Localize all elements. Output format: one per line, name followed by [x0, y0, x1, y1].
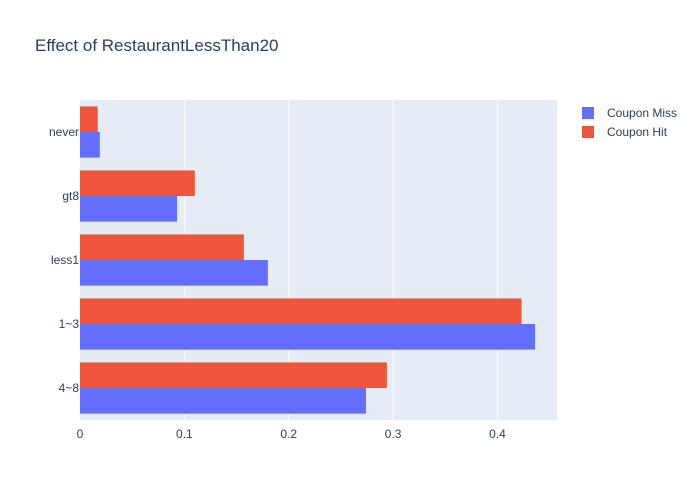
- bar-coupon-hit-4~8: [80, 362, 387, 388]
- bar-coupon-miss-never: [80, 132, 100, 158]
- x-tick-label: 0: [77, 427, 84, 441]
- legend-label: Coupon Miss: [607, 106, 677, 120]
- legend-label: Coupon Hit: [607, 125, 668, 139]
- bar-coupon-hit-1~3: [80, 298, 522, 324]
- bar-coupon-miss-1~3: [80, 324, 536, 350]
- bar-coupon-miss-gt8: [80, 196, 178, 222]
- bar-coupon-hit-gt8: [80, 170, 195, 196]
- plot-area: 4~8 1~3 less1 gt8 never 0 0.1 0.2 0.3 0.4: [49, 100, 557, 441]
- bar-coupon-hit-never: [80, 106, 98, 132]
- chart-title: Effect of RestaurantLessThan20: [35, 36, 279, 55]
- y-tick-label: gt8: [62, 189, 79, 203]
- x-tick-label: 0.2: [280, 427, 297, 441]
- y-tick-label: 4~8: [59, 381, 80, 395]
- bar-coupon-miss-less1: [80, 260, 268, 286]
- legend-swatch: [582, 107, 594, 119]
- bar-coupon-miss-4~8: [80, 388, 366, 414]
- x-tick-label: 0.3: [385, 427, 402, 441]
- y-tick-label: never: [49, 125, 79, 139]
- legend[interactable]: Coupon Miss Coupon Hit: [582, 106, 677, 139]
- y-tick-label: 1~3: [59, 317, 80, 331]
- legend-swatch: [582, 126, 594, 138]
- y-tick-label: less1: [51, 253, 79, 267]
- x-tick-label: 0.1: [176, 427, 193, 441]
- bar-coupon-hit-less1: [80, 234, 244, 260]
- x-tick-label: 0.4: [489, 427, 506, 441]
